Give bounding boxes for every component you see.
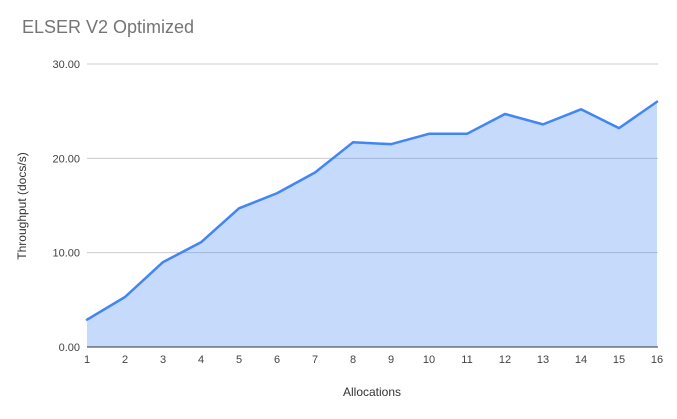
y-tick-label: 10.00 (52, 248, 80, 260)
x-tick-label: 2 (122, 354, 128, 366)
x-tick-label: 4 (198, 354, 204, 366)
x-tick-label: 13 (537, 354, 549, 366)
x-tick-label: 12 (499, 354, 511, 366)
x-tick-label: 15 (613, 354, 625, 366)
area-fill (87, 101, 657, 347)
chart-title: ELSER V2 Optimized (22, 17, 195, 37)
x-tick-label: 1 (84, 354, 90, 366)
x-tick-label: 3 (160, 354, 166, 366)
x-tick-label: 8 (350, 354, 356, 366)
x-tick-label: 16 (651, 354, 663, 366)
x-tick-label: 6 (274, 354, 280, 366)
x-tick-label: 14 (575, 354, 587, 366)
x-tick-label: 11 (461, 354, 472, 366)
y-tick-label: 30.00 (52, 59, 80, 71)
y-tick-label: 20.00 (52, 153, 80, 165)
y-tick-label: 0.00 (59, 342, 80, 354)
x-tick-label: 7 (312, 354, 318, 366)
x-axis-title: Allocations (342, 385, 402, 399)
series-line (85, 100, 659, 321)
x-tick-label: 9 (388, 354, 394, 366)
x-tick-label: 10 (423, 354, 435, 366)
x-tick-label: 5 (236, 354, 242, 366)
